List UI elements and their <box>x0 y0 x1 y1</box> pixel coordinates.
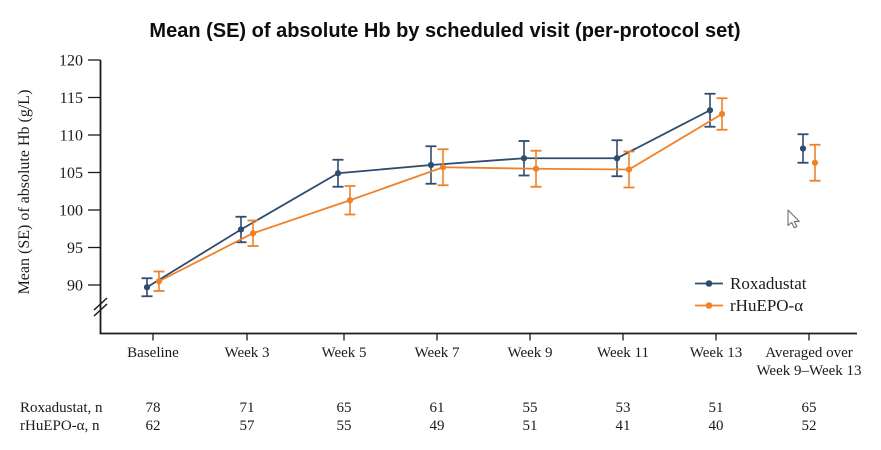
data-point <box>155 278 163 285</box>
table-cell: 55 <box>337 418 352 434</box>
table-cell: 51 <box>523 418 538 434</box>
table-cell: 52 <box>802 418 817 434</box>
y-tick-label: 90 <box>67 278 83 295</box>
x-tick-label: Baseline <box>127 345 179 361</box>
data-point <box>249 230 257 237</box>
legend-marker <box>705 280 713 287</box>
data-point <box>613 155 621 162</box>
table-cell: 61 <box>430 400 445 416</box>
data-point <box>237 226 245 233</box>
axes: 90 95 100 105 110 115 120 <box>59 53 857 341</box>
data-point <box>439 164 447 171</box>
data-point <box>799 145 807 152</box>
axis-break-slash <box>93 303 108 317</box>
series-line <box>146 109 711 289</box>
table-cell: 49 <box>430 418 445 434</box>
data-point <box>811 159 819 166</box>
table-row-label: Roxadustat, n <box>20 400 103 416</box>
table-row-label: rHuEPO-α, n <box>20 418 100 434</box>
series-line <box>158 113 723 283</box>
x-tick-label: Week 13 <box>690 345 743 361</box>
y-tick-label: 110 <box>60 128 83 145</box>
x-tick-label: Week 5 <box>321 345 366 361</box>
data-point <box>346 197 354 204</box>
x-tick-label: Week 9 <box>507 345 552 361</box>
table-cell: 71 <box>240 400 255 416</box>
mouse-cursor <box>787 209 800 229</box>
y-tick-label: 95 <box>67 240 83 257</box>
table-cell: 65 <box>802 400 817 416</box>
legend-label: rHuEPO-α <box>730 296 803 315</box>
data-point <box>625 166 633 173</box>
table-cell: 55 <box>523 400 538 416</box>
data-point <box>532 165 540 172</box>
x-tick-label: Week 3 <box>224 345 269 361</box>
table-cell: 62 <box>146 418 161 434</box>
data-point <box>706 107 714 114</box>
y-tick-label: 105 <box>59 165 83 182</box>
table-cell: 41 <box>616 418 631 434</box>
y-tick-label: 100 <box>59 203 83 220</box>
x-tick-label: Week 7 <box>414 345 460 361</box>
y-tick-label: 115 <box>60 90 83 107</box>
data-point <box>143 284 151 291</box>
y-tick-label: 120 <box>59 53 83 70</box>
table-cell: 65 <box>337 400 352 416</box>
legend-label: Roxadustat <box>730 274 807 293</box>
table-cell: 51 <box>709 400 724 416</box>
plot-series <box>141 92 821 298</box>
data-point <box>427 161 435 169</box>
table-cell: 78 <box>146 400 161 416</box>
x-axis-labels: Baseline Week 3 Week 5 Week 7 Week 9 Week 11 W… <box>127 345 861 379</box>
series-rhuepo <box>153 97 821 292</box>
x-tick-label: Week 11 <box>597 345 649 361</box>
legend: Roxadustat rHuEPO-α <box>695 274 807 315</box>
x-tick-label: Averaged over <box>765 345 853 361</box>
data-point <box>334 170 342 177</box>
data-point <box>520 155 528 162</box>
axis-break-slash <box>93 297 108 311</box>
table-cell: 40 <box>709 418 724 434</box>
table-cell: 57 <box>240 418 256 434</box>
y-axis-label: Mean (SE) of absolute Hb (g/L) <box>16 90 33 295</box>
series-roxadustat <box>141 92 809 298</box>
sample-size-table: Roxadustat, n 78 71 65 61 55 53 51 65 rHuEPO-α, n… <box>20 400 817 434</box>
x-tick-label: Week 9–Week 13 <box>756 363 861 379</box>
chart-title: Mean (SE) of absolute Hb by scheduled vi… <box>149 20 740 42</box>
legend-marker <box>705 302 713 309</box>
table-cell: 53 <box>616 400 631 416</box>
data-point <box>718 110 726 118</box>
